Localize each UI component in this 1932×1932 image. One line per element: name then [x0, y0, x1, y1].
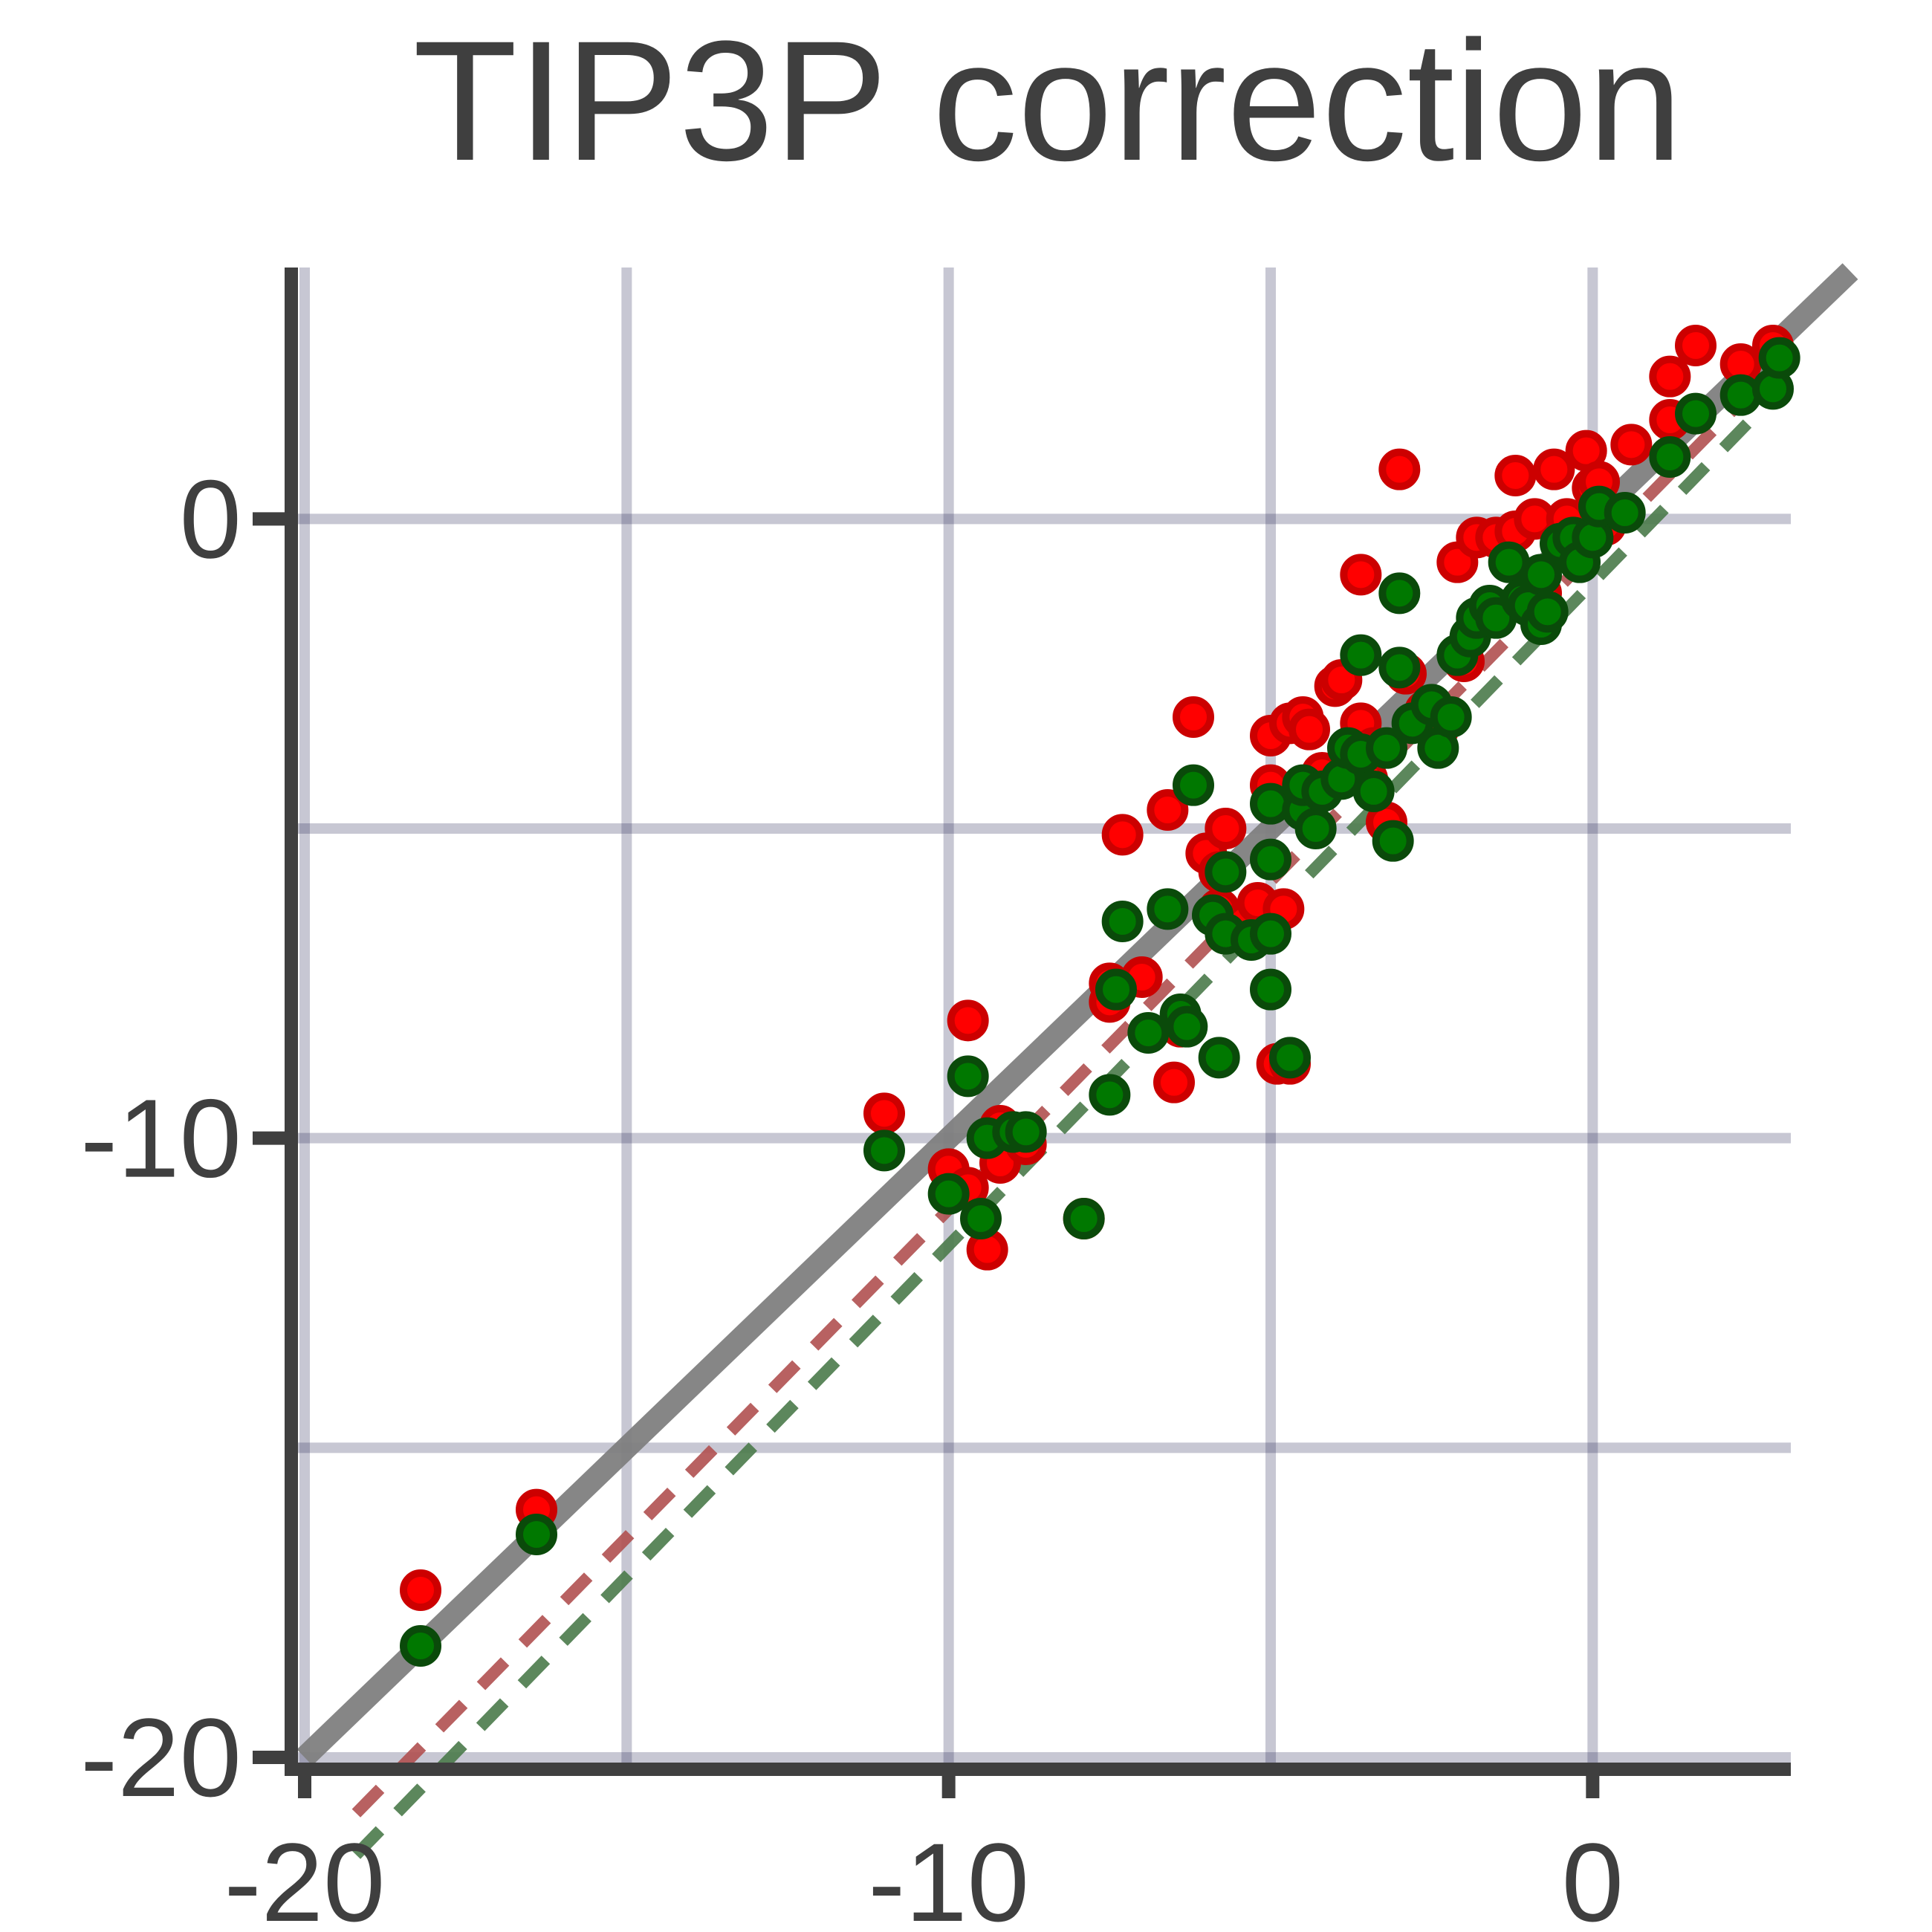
data-point-series-2	[1147, 888, 1189, 930]
axes	[253, 268, 1791, 1798]
data-point-series-2	[1372, 820, 1414, 862]
data-point-series-2	[1294, 808, 1337, 849]
data-point-series-1	[1610, 424, 1653, 466]
data-point-series-1	[1340, 554, 1382, 596]
y-tick-label: -10	[80, 1076, 242, 1201]
data-point-series-2	[1005, 1111, 1047, 1153]
data-point-series-2	[863, 1129, 905, 1172]
data-point-series-1	[400, 1569, 441, 1611]
chart-title: TIP3P correction	[413, 5, 1683, 196]
data-point-series-2	[1520, 554, 1562, 596]
data-point-series-2	[1352, 771, 1395, 812]
data-point-series-1	[1288, 708, 1330, 751]
tick-labels: -20 -10 0 -20 -10 0	[80, 456, 1624, 1932]
data-point-series-2	[1095, 968, 1137, 1011]
data-point-series-2	[1089, 1074, 1131, 1116]
data-point-series-1	[1173, 696, 1214, 738]
data-point-series-2	[1758, 337, 1800, 379]
data-point-series-2	[1250, 968, 1291, 1011]
data-point-series-2	[1166, 1005, 1208, 1048]
data-point-series-1	[1378, 448, 1421, 490]
data-point-series-1	[1101, 814, 1144, 856]
x-tick-label: -20	[224, 1820, 386, 1932]
data-point-series-2	[1269, 1037, 1311, 1079]
data-point-series-2	[1649, 436, 1691, 478]
data-point-series-2	[516, 1514, 557, 1555]
data-point-series-1	[1533, 448, 1575, 490]
x-tick-label: 0	[1562, 1820, 1624, 1932]
data-points	[400, 325, 1800, 1667]
data-point-series-1	[1153, 1061, 1195, 1103]
data-point-series-2	[1250, 912, 1291, 955]
x-tick-label: -10	[868, 1820, 1029, 1932]
data-point-series-2	[1101, 901, 1144, 942]
data-point-series-2	[1127, 1012, 1170, 1054]
data-point-series-2	[1250, 838, 1291, 881]
data-point-series-1	[947, 999, 989, 1042]
data-point-series-2	[927, 1173, 970, 1215]
fit-line-series-2	[351, 406, 1765, 1859]
data-point-series-2	[400, 1625, 441, 1667]
data-point-series-2	[960, 1198, 1002, 1239]
data-point-series-2	[1205, 851, 1247, 893]
data-point-series-2	[1526, 591, 1569, 633]
data-point-series-2	[1366, 727, 1407, 769]
data-point-series-2	[1604, 492, 1646, 534]
data-point-series-2	[1378, 646, 1421, 689]
data-point-series-2	[1378, 572, 1421, 615]
data-point-series-1	[1147, 789, 1189, 831]
data-point-series-2	[1250, 782, 1291, 825]
data-point-series-2	[1340, 634, 1382, 676]
data-point-series-2	[1063, 1198, 1105, 1239]
y-tick-label: -20	[80, 1695, 242, 1820]
data-point-series-2	[947, 1055, 989, 1098]
data-point-series-2	[1198, 1037, 1240, 1079]
data-point-series-2	[1719, 374, 1762, 416]
data-point-series-2	[1675, 392, 1717, 435]
data-point-series-2	[1173, 764, 1214, 806]
data-point-series-1	[863, 1092, 905, 1135]
y-tick-label: 0	[180, 456, 242, 581]
data-point-series-1	[1205, 808, 1247, 849]
data-point-series-1	[1649, 355, 1691, 398]
data-point-series-2	[1430, 696, 1472, 738]
data-point-series-1	[1675, 325, 1717, 366]
data-point-series-1	[1494, 455, 1537, 496]
